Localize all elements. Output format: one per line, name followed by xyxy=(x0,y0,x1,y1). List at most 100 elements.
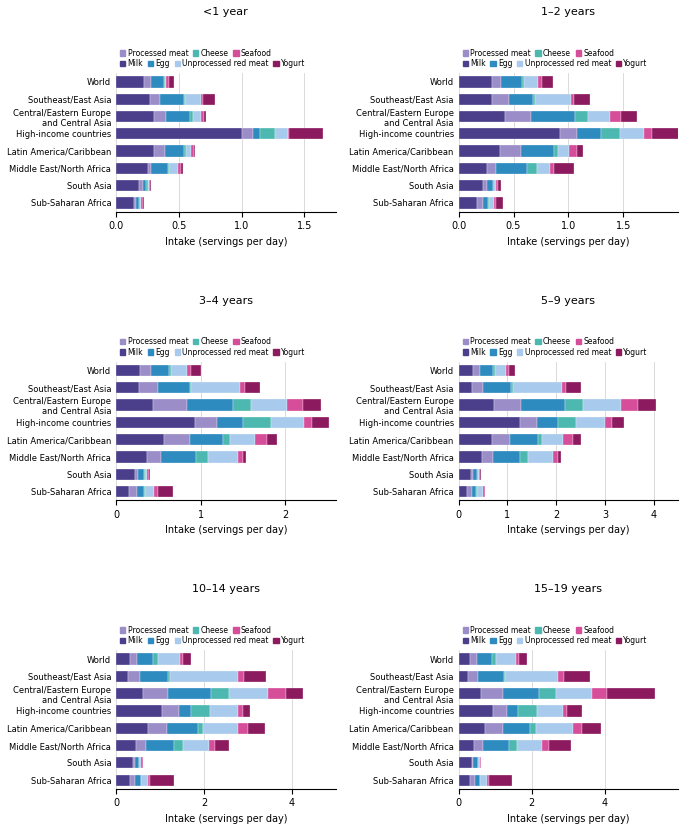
Bar xyxy=(140,197,141,209)
Bar xyxy=(130,653,137,665)
Bar xyxy=(479,757,481,769)
Bar xyxy=(496,197,503,209)
Bar xyxy=(209,740,215,751)
Bar xyxy=(184,653,191,665)
Bar xyxy=(260,128,275,140)
Bar xyxy=(116,111,154,122)
Bar xyxy=(558,145,569,157)
Bar xyxy=(459,723,485,734)
Bar xyxy=(116,653,130,665)
Bar xyxy=(201,94,203,105)
Bar xyxy=(472,757,473,769)
Bar xyxy=(531,111,575,122)
Bar xyxy=(148,774,150,786)
Bar xyxy=(459,180,483,191)
Bar xyxy=(620,128,644,140)
Bar xyxy=(459,400,494,411)
Bar xyxy=(164,434,190,445)
Bar xyxy=(493,451,520,463)
Legend: Processed meat, Cheese, Seafood: Processed meat, Cheese, Seafood xyxy=(462,49,614,57)
Bar xyxy=(492,653,497,665)
Bar xyxy=(573,723,582,734)
Bar xyxy=(475,774,480,786)
Bar xyxy=(194,145,195,157)
Bar xyxy=(151,163,168,174)
Bar xyxy=(179,706,191,716)
Bar xyxy=(190,434,223,445)
Bar xyxy=(141,197,142,209)
Bar xyxy=(471,653,477,665)
Bar xyxy=(494,180,496,191)
Bar xyxy=(147,469,149,479)
Bar xyxy=(621,400,638,411)
Bar xyxy=(116,417,195,428)
Bar xyxy=(496,163,527,174)
Bar xyxy=(477,469,479,479)
Bar xyxy=(256,434,267,445)
Bar xyxy=(169,671,170,682)
Bar xyxy=(542,434,562,445)
Bar xyxy=(253,128,260,140)
Bar xyxy=(577,128,601,140)
Bar xyxy=(138,469,144,479)
Bar xyxy=(479,469,480,479)
Bar xyxy=(480,774,487,786)
Bar xyxy=(560,128,577,140)
Bar xyxy=(203,723,238,734)
Bar xyxy=(208,451,238,463)
Bar xyxy=(528,451,553,463)
Bar xyxy=(536,163,550,174)
Bar xyxy=(144,76,151,87)
Bar xyxy=(169,163,177,174)
Bar xyxy=(554,145,558,157)
Bar xyxy=(459,706,493,716)
Bar xyxy=(197,451,208,463)
Bar xyxy=(153,400,187,411)
Bar xyxy=(168,163,169,174)
Bar xyxy=(245,382,260,393)
Bar xyxy=(525,76,538,87)
Bar xyxy=(135,469,138,479)
Legend: Processed meat, Cheese, Seafood: Processed meat, Cheese, Seafood xyxy=(462,337,614,347)
Bar xyxy=(588,111,610,122)
Bar xyxy=(501,76,522,87)
Bar xyxy=(139,180,142,191)
Bar xyxy=(520,417,537,428)
Bar xyxy=(509,740,517,751)
Bar xyxy=(137,486,144,497)
Bar xyxy=(459,163,487,174)
Bar xyxy=(522,76,525,87)
Bar xyxy=(508,706,519,716)
Bar xyxy=(503,723,530,734)
Bar xyxy=(116,757,133,769)
Bar xyxy=(268,688,286,699)
Bar xyxy=(191,145,194,157)
Bar xyxy=(116,451,147,463)
Bar xyxy=(521,145,554,157)
Bar xyxy=(116,197,134,209)
X-axis label: Intake (servings per day): Intake (servings per day) xyxy=(507,525,630,535)
Bar xyxy=(150,180,151,191)
Bar xyxy=(536,94,571,105)
Bar xyxy=(459,382,473,393)
Bar xyxy=(509,94,533,105)
Bar xyxy=(638,400,656,411)
Bar xyxy=(116,400,153,411)
Bar xyxy=(533,94,536,105)
Bar xyxy=(147,163,151,174)
Bar xyxy=(160,94,184,105)
Bar xyxy=(289,128,323,140)
Bar xyxy=(459,671,468,682)
Bar xyxy=(558,417,575,428)
Bar xyxy=(495,365,506,376)
Bar xyxy=(170,671,238,682)
Bar xyxy=(505,671,558,682)
Bar xyxy=(459,365,473,376)
Bar xyxy=(459,434,492,445)
Bar xyxy=(488,774,512,786)
Bar xyxy=(223,434,230,445)
Bar xyxy=(304,417,312,428)
Bar xyxy=(498,180,501,191)
Bar xyxy=(556,688,592,699)
Bar xyxy=(116,365,140,376)
